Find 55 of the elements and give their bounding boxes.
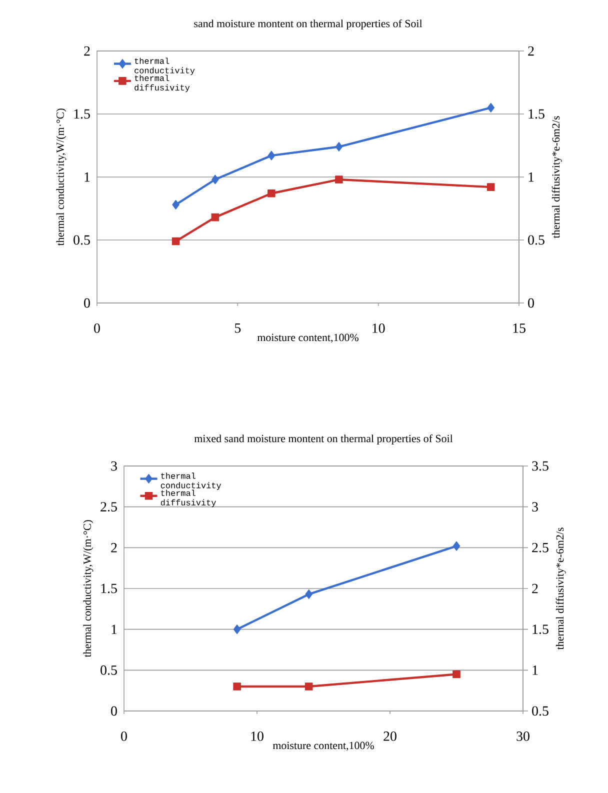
y-axis-title: thermal conductivity,W/(m·°C) [83, 520, 94, 658]
x-tick-label: 0 [121, 732, 127, 741]
point [335, 176, 343, 184]
y-tick-label: 1 [84, 172, 90, 182]
point [335, 142, 343, 152]
y-axis-title: thermal conductivity,W/(m·°C) [56, 108, 66, 246]
y2-tick-label: 0 [528, 298, 534, 308]
y-tick-label: 1.5 [101, 584, 117, 594]
y2-tick-label: 2 [532, 584, 538, 594]
y2-tick-label: 1.5 [532, 624, 548, 634]
legend-label: thermal diffusivity [134, 74, 190, 92]
y2-tick-label: 3.5 [532, 461, 548, 471]
y-tick-label: 2.5 [100, 502, 117, 512]
x-tick-label: 0 [94, 324, 100, 333]
y-tick-label: 0 [111, 706, 117, 716]
y-tick-label: 2 [84, 46, 90, 56]
chart-title: mixed sand moisture montent on thermal properties of Soil [194, 434, 453, 444]
x-tick-label: 10 [372, 324, 385, 333]
point [233, 624, 241, 634]
y2-tick-label: 1.5 [528, 109, 544, 119]
y2-tick-label: 0.5 [532, 706, 548, 716]
y2-tick-label: 2.5 [532, 542, 548, 552]
point [305, 589, 313, 599]
y-tick-label: 2 [111, 543, 117, 552]
y2-axis-title: thermal diffusivity*e-6m2/s [552, 116, 562, 238]
y-tick-label: 1 [112, 624, 117, 634]
point [486, 183, 495, 191]
y-tick-label: 1.5 [74, 109, 90, 119]
point [212, 174, 219, 184]
y2-tick-label: 0.5 [528, 235, 544, 245]
point [172, 200, 180, 210]
x-tick-label: 10 [251, 732, 264, 741]
y2-tick-label: 1 [532, 666, 538, 675]
x-tick-label: 30 [516, 732, 530, 741]
y-tick-label: 0.5 [74, 235, 90, 245]
point [268, 150, 276, 160]
y2-tick-label: 2 [528, 46, 534, 56]
chart-title: sand moisture montent on thermal properties of Soil [194, 19, 422, 30]
y2-tick-label: 1 [528, 172, 534, 182]
point [452, 541, 460, 551]
x-tick-label: 20 [384, 732, 396, 741]
x-tick-label: 5 [234, 324, 241, 333]
legend-label: thermal diffusivity [160, 490, 216, 508]
point [487, 102, 495, 112]
y-tick-label: 0 [84, 298, 90, 308]
point [172, 237, 180, 246]
y-tick-label: 3 [111, 461, 117, 471]
x-tick-label: 15 [513, 324, 526, 333]
x-axis-title: moisture content,100% [272, 742, 374, 751]
y2-tick-label: 3 [532, 502, 538, 512]
y-tick-label: 0.5 [100, 665, 117, 675]
x-axis-title: moisture content,100% [257, 334, 358, 343]
point [268, 189, 276, 198]
point [211, 213, 220, 222]
y2-axis-title: thermal diffusivity*e-6m2/s [556, 528, 566, 650]
